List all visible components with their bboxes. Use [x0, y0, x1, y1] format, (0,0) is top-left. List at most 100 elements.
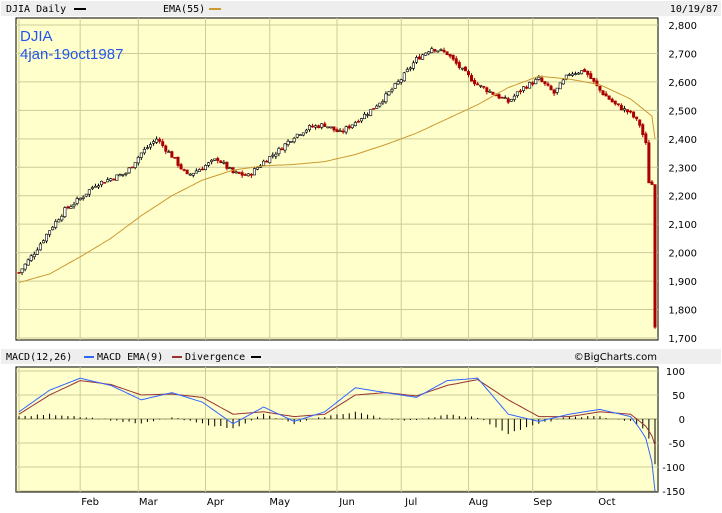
price-candle	[54, 219, 58, 230]
price-candle	[613, 100, 617, 106]
price-candle	[115, 174, 119, 181]
price-candle	[573, 71, 577, 76]
price-candle	[87, 189, 91, 198]
price-candle	[378, 102, 382, 108]
price-candle	[133, 162, 137, 170]
price-candle	[145, 145, 149, 150]
macd-y-tick-label: -50	[669, 439, 685, 450]
x-tick-label: Mar	[139, 497, 159, 508]
price-candle	[292, 136, 296, 144]
price-candle	[29, 254, 33, 262]
price-y-tick-label: 1,700	[668, 334, 697, 345]
macd-y-tick-label: -150	[662, 487, 685, 498]
price-candle	[402, 71, 406, 82]
price-candle	[369, 109, 373, 117]
price-candle	[555, 87, 559, 95]
price-candle	[179, 162, 183, 170]
macd-y-tick-label: 0	[679, 415, 685, 426]
price-candle	[173, 157, 177, 159]
x-tick-label: Jun	[338, 497, 355, 508]
symbol-label: DJIA Daily	[6, 4, 66, 15]
price-candle	[497, 93, 501, 100]
price-candle	[45, 233, 49, 244]
price-candle	[393, 82, 397, 89]
price-y-tick-label: 1,900	[668, 277, 697, 288]
price-candle	[598, 85, 602, 93]
price-y-tick-label: 2,600	[668, 78, 697, 89]
price-candle	[69, 204, 73, 209]
price-candle	[204, 164, 208, 171]
price-candle	[78, 197, 82, 201]
price-candle	[601, 90, 605, 96]
price-candle	[246, 173, 250, 177]
price-candle	[139, 152, 143, 161]
price-candle	[580, 70, 584, 75]
x-axis-ticks: Feb Mar Apr May Jun Jul Aug Sep Oct	[81, 497, 615, 508]
price-candle	[41, 239, 45, 244]
price-candle	[558, 82, 562, 90]
ema-label: EMA(55)	[163, 4, 205, 15]
price-candle	[311, 123, 315, 128]
price-candle	[280, 147, 284, 151]
price-candle	[476, 81, 480, 86]
price-candle	[121, 173, 125, 177]
price-y-tick-label: 2,700	[668, 49, 697, 60]
price-candle	[210, 159, 214, 165]
price-candle	[610, 97, 614, 103]
price-candle	[295, 133, 299, 139]
price-candle	[219, 160, 223, 164]
price-candle	[32, 251, 36, 260]
price-candle	[185, 169, 189, 175]
x-tick-label: Aug	[469, 497, 489, 508]
price-y-tick-label: 2,800	[668, 21, 697, 32]
macd-y-tick-label: 100	[666, 367, 685, 378]
price-y-tick-label: 2,500	[668, 106, 697, 117]
price-candle	[479, 84, 483, 88]
price-candle	[619, 103, 623, 111]
price-candle	[485, 86, 489, 95]
price-candle	[240, 170, 244, 178]
price-candle	[347, 124, 351, 130]
price-candle	[152, 139, 156, 146]
price-candle	[424, 52, 428, 56]
price-candle	[375, 104, 379, 109]
price-candle	[332, 126, 336, 133]
price-candle	[363, 111, 367, 120]
price-y-tick-label: 2,400	[668, 135, 697, 146]
price-candle	[191, 172, 195, 178]
price-candle	[57, 218, 61, 223]
price-candle	[271, 152, 275, 159]
price-candle	[525, 85, 529, 90]
symbol-legend-swatch	[74, 8, 86, 10]
price-candle	[93, 183, 97, 188]
price-candle	[51, 225, 55, 231]
macd-header-bar	[1, 349, 721, 364]
x-tick-label: Oct	[598, 497, 615, 508]
price-candle	[470, 73, 474, 82]
price-candle	[632, 111, 636, 119]
price-candle	[595, 78, 599, 87]
price-candle	[356, 119, 360, 123]
price-candle	[442, 47, 446, 54]
price-candle	[207, 162, 211, 168]
price-candle	[225, 161, 229, 171]
price-candle	[124, 172, 128, 177]
price-candle	[629, 110, 633, 114]
price-candle	[418, 53, 422, 60]
price-candle	[561, 78, 565, 85]
price-candle	[534, 77, 538, 85]
price-candle	[366, 112, 370, 118]
price-candle	[148, 142, 152, 150]
price-candle	[390, 87, 394, 94]
price-candle	[359, 117, 363, 124]
price-candle	[491, 91, 495, 95]
ema-55-line	[18, 75, 656, 283]
price-candle	[543, 81, 547, 86]
price-candle	[577, 71, 581, 75]
macd-ema-label: MACD EMA(9)	[97, 352, 163, 363]
price-candle	[136, 155, 140, 166]
price-candle	[176, 156, 180, 168]
price-candle	[20, 268, 24, 276]
price-candle	[142, 146, 146, 155]
